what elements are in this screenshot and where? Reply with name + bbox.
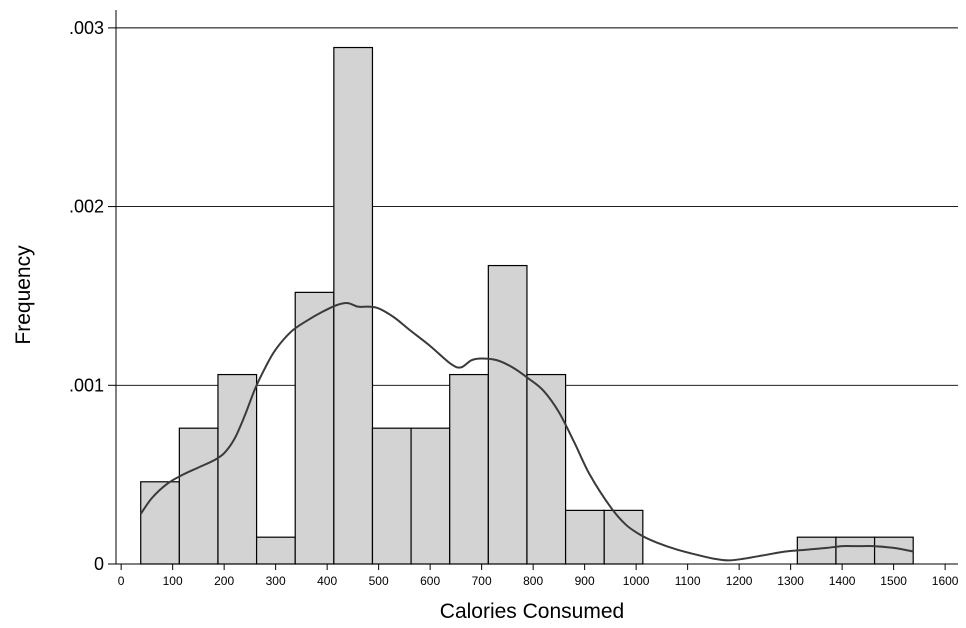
x-tick-label-1: 100 xyxy=(163,574,183,588)
histogram-bar-1 xyxy=(178,427,219,565)
x-tick-label-0: 0 xyxy=(118,574,125,588)
x-axis-title: Calories Consumed xyxy=(440,600,624,623)
y-tick-label-1: .001 xyxy=(69,375,104,395)
histogram-bar-3 xyxy=(255,536,296,565)
histogram-bar-18 xyxy=(835,536,876,565)
axes xyxy=(115,10,958,565)
y-axis-title: Frequency xyxy=(12,245,35,345)
histogram-bar-7 xyxy=(410,427,451,565)
density-curve xyxy=(139,302,914,562)
density-curve-layer xyxy=(139,302,914,562)
histogram-bar-2 xyxy=(217,373,258,565)
x-tick-label-6: 600 xyxy=(420,574,440,588)
y-ticks: 0 .001 .002 .003 xyxy=(69,18,116,574)
bars xyxy=(140,46,914,565)
x-tick-label-4: 400 xyxy=(317,574,337,588)
histogram-bar-9 xyxy=(487,264,528,565)
x-tick-label-15: 1500 xyxy=(880,574,907,588)
x-tick-label-16: 1600 xyxy=(932,574,959,588)
x-ticks: 0 100 200 300 400 500 600 700 800 900 1000 1100 1200… xyxy=(118,564,959,588)
x-tick-label-11: 1100 xyxy=(675,574,701,588)
x-tick-label-9: 900 xyxy=(575,574,595,588)
x-tick-label-13: 1300 xyxy=(777,574,804,588)
y-tick-label-3: .003 xyxy=(69,18,104,38)
gridlines xyxy=(116,27,958,386)
y-tick-label-0: 0 xyxy=(94,554,104,574)
histogram-bar-0 xyxy=(140,481,180,565)
x-tick-label-10: 1000 xyxy=(623,574,650,588)
histogram-bar-11 xyxy=(564,509,605,565)
x-tick-label-14: 1400 xyxy=(829,574,856,588)
x-tick-label-7: 700 xyxy=(472,574,492,588)
y-tick-label-2: .002 xyxy=(69,197,104,217)
histogram-bar-6 xyxy=(371,427,412,565)
x-tick-label-12: 1200 xyxy=(726,574,753,588)
x-tick-label-2: 200 xyxy=(214,574,234,588)
histogram-bar-4 xyxy=(294,291,335,565)
x-tick-label-5: 500 xyxy=(369,574,389,588)
x-tick-label-8: 800 xyxy=(523,574,543,588)
histogram-bar-10 xyxy=(526,373,567,565)
histogram-bar-8 xyxy=(449,373,489,565)
histogram-bar-12 xyxy=(603,509,644,565)
x-tick-label-3: 300 xyxy=(266,574,286,588)
